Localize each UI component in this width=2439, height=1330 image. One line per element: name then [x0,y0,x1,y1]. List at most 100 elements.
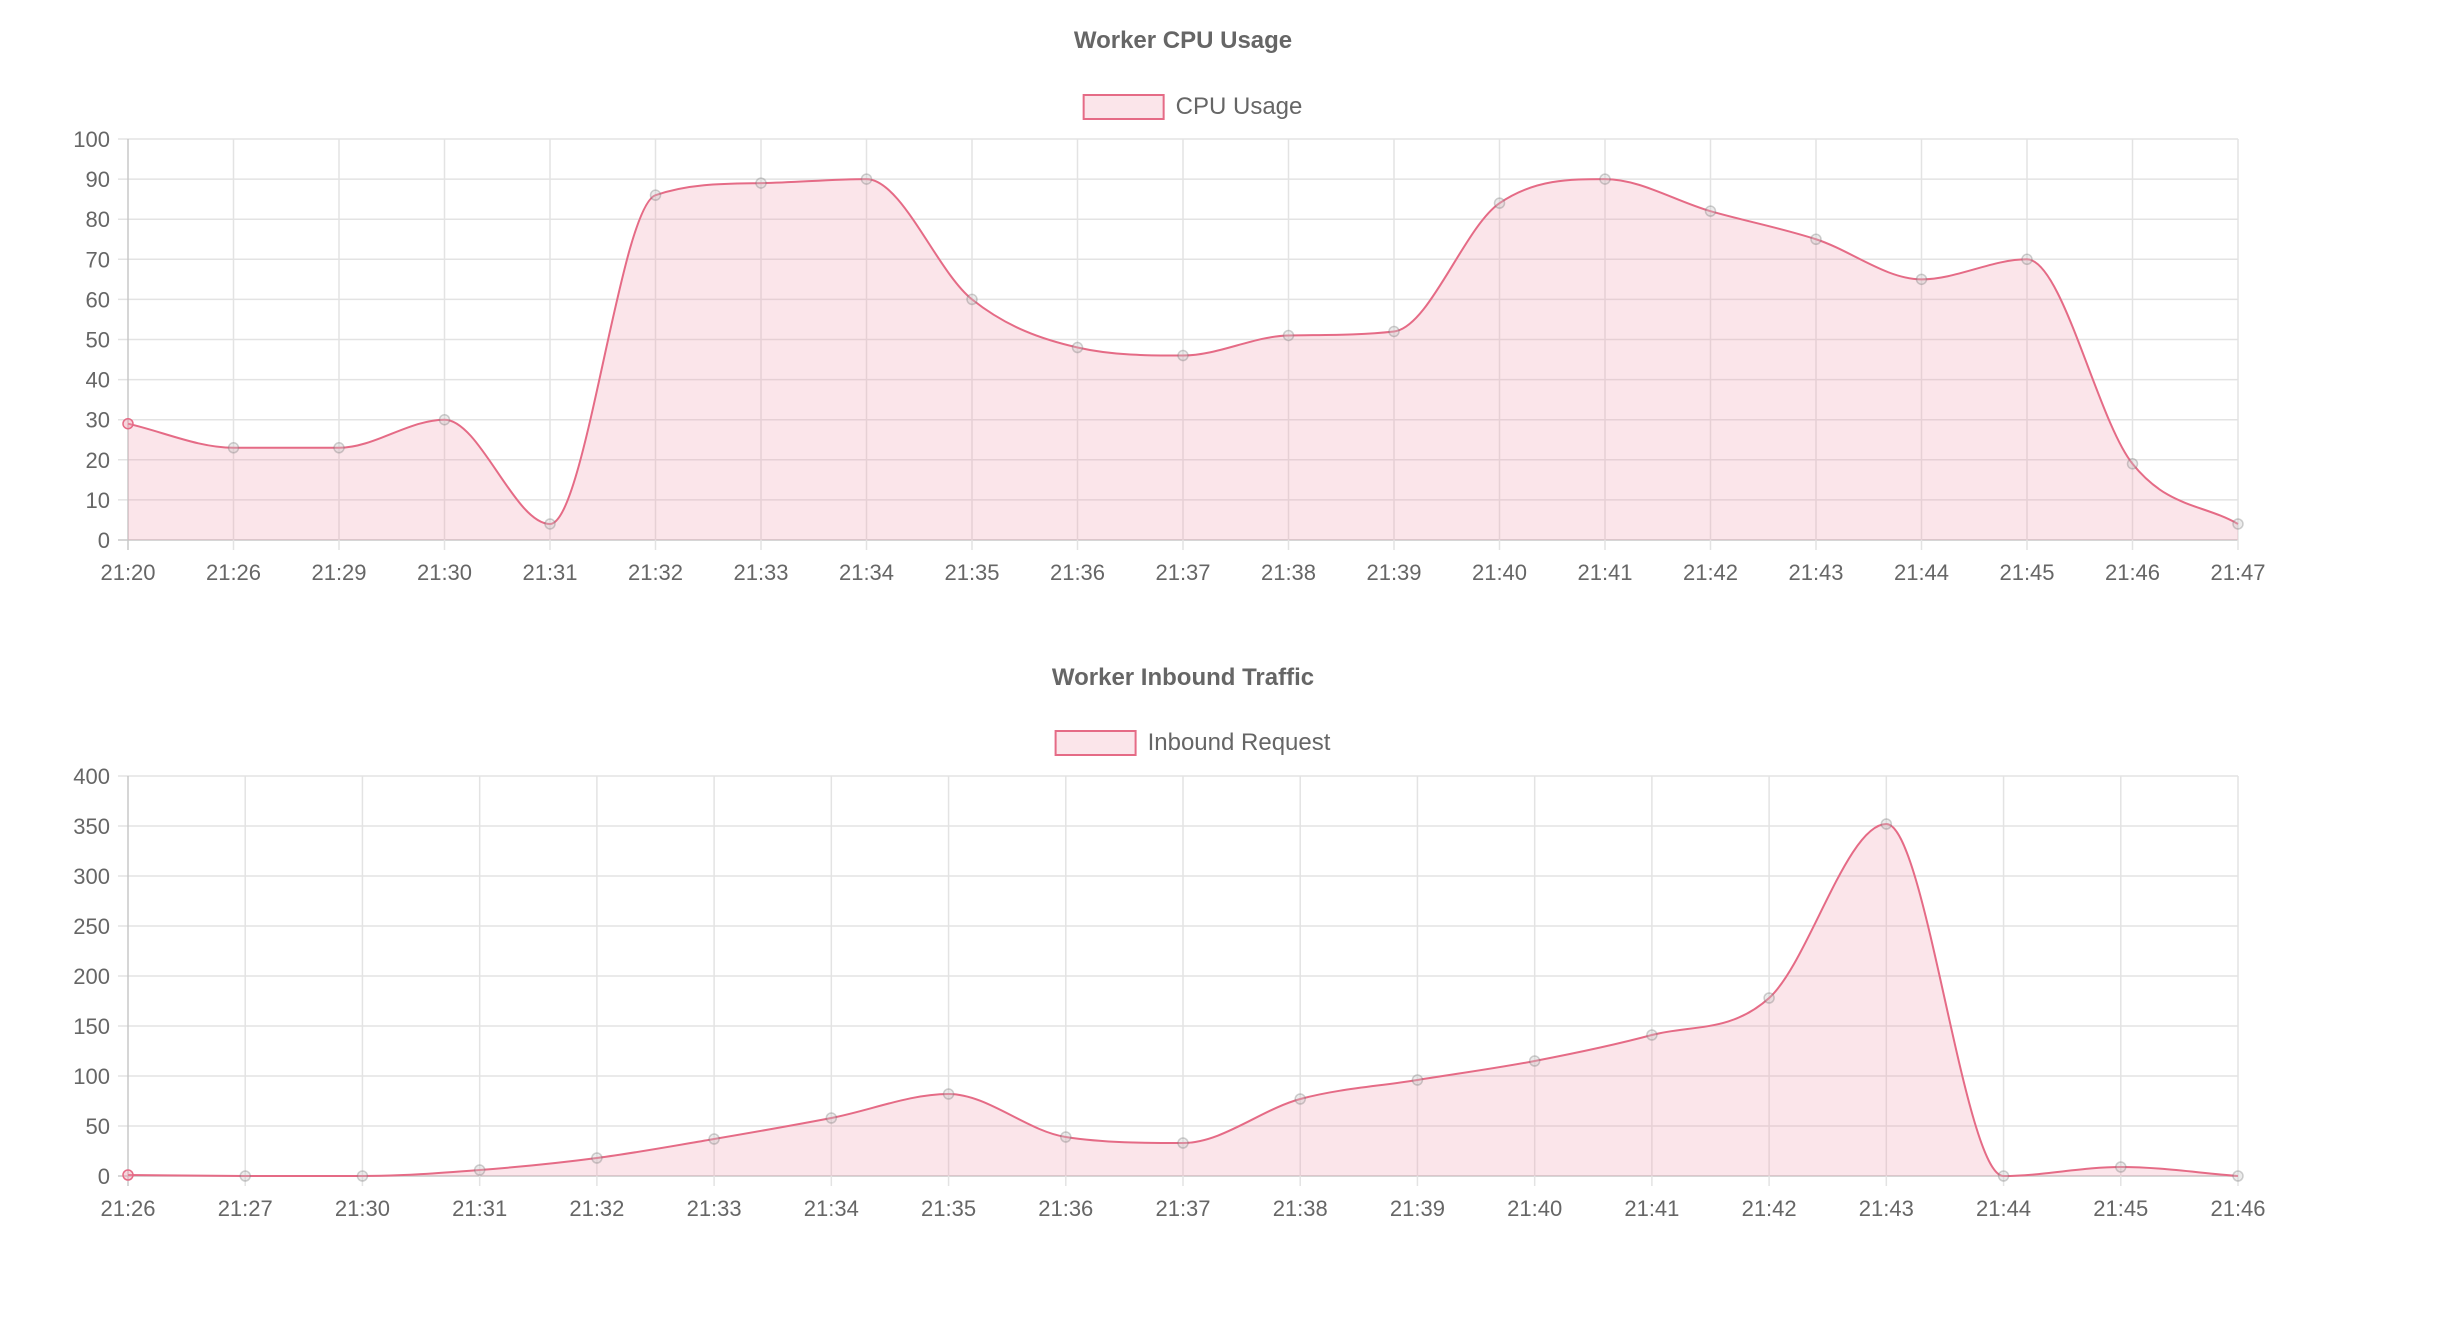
y-tick-label: 50 [86,1114,110,1139]
data-point[interactable] [1763,992,1775,1004]
data-point[interactable] [2126,458,2139,470]
data-point[interactable] [966,293,978,306]
x-tick-label: 21:35 [944,560,999,585]
x-tick-label: 21:36 [1050,560,1105,585]
legend-item[interactable]: CPU Usage [1082,93,1303,120]
x-tick-label: 21:43 [1859,1196,1914,1221]
x-tick-label: 21:38 [1261,560,1316,585]
x-tick-label: 21:26 [206,560,261,585]
data-point[interactable] [333,442,345,454]
data-point[interactable] [649,189,662,201]
data-point[interactable] [2115,1161,2127,1173]
data-point[interactable] [1528,1055,1541,1067]
x-tick-label: 21:37 [1155,560,1210,585]
x-tick-label: 21:39 [1390,1196,1445,1221]
x-tick-label: 21:34 [804,1196,859,1221]
y-tick-label: 250 [73,914,110,939]
data-point[interactable] [2021,253,2033,266]
data-point[interactable] [122,1169,134,1181]
x-tick-label: 21:35 [921,1196,976,1221]
data-point[interactable] [473,1164,486,1176]
y-tick-label: 0 [98,1164,110,1189]
data-point[interactable] [1915,273,1928,286]
data-point[interactable] [356,1170,369,1182]
data-point[interactable] [755,177,767,189]
y-tick-label: 80 [86,207,110,232]
data-point[interactable] [1411,1074,1424,1086]
y-tick-label: 150 [73,1014,110,1039]
data-point[interactable] [1294,1093,1306,1105]
data-point[interactable] [1599,173,1611,185]
data-point[interactable] [591,1152,603,1164]
data-point[interactable] [1282,329,1295,342]
x-tick-label: 21:47 [2210,560,2265,585]
series-line [127,178,2239,525]
inbound-traffic-chart-svg: Worker Inbound Traffic Inbound Request 0 50… [73,664,2265,1221]
x-tick-label: 21:42 [1683,560,1738,585]
data-point[interactable] [1060,1131,1072,1143]
y-tick-label: 0 [98,528,110,553]
x-tick-label: 21:45 [1999,560,2054,585]
data-point[interactable] [825,1112,838,1124]
y-tick-label: 70 [86,247,110,272]
legend-label: Inbound Request [1148,729,1331,756]
y-tick-label: 20 [86,448,110,473]
x-tick-label: 21:44 [1976,1196,2031,1221]
y-tick-label: 40 [86,368,110,393]
data-point[interactable] [1388,325,1400,338]
y-tick-label: 60 [86,287,110,312]
data-point[interactable] [544,518,556,530]
x-tick-label: 21:37 [1155,1196,1210,1221]
inbound-traffic-chart: Worker Inbound Traffic Inbound Request 0 50… [0,630,2439,1250]
x-tick-label: 21:41 [1624,1196,1679,1221]
series-area [128,179,2238,540]
x-tick-label: 21:44 [1894,560,1949,585]
data-point[interactable] [942,1088,955,1100]
data-point[interactable] [2232,1170,2244,1182]
data-point[interactable] [708,1133,720,1145]
x-tick-label: 21:32 [569,1196,624,1221]
data-point[interactable] [1810,233,1822,245]
grid [118,138,2239,550]
data-point[interactable] [1493,197,1506,209]
x-tick-label: 21:31 [452,1196,507,1221]
x-tick-label: 21:43 [1788,560,1843,585]
data-point[interactable] [438,413,451,426]
x-tick-label: 21:30 [335,1196,390,1221]
x-tick-label: 21:29 [311,560,366,585]
legend-swatch [1082,94,1165,120]
x-tick-label: 21:26 [100,1196,155,1221]
x-tick-label: 21:46 [2210,1196,2265,1221]
data-point[interactable] [227,442,240,454]
y-tick-label: 10 [86,488,110,513]
x-tick-label: 21:41 [1577,560,1632,585]
data-point[interactable] [122,417,134,430]
data-point[interactable] [1704,205,1717,217]
x-tick-label: 21:33 [687,1196,742,1221]
data-point[interactable] [1646,1029,1658,1041]
legend-item[interactable]: Inbound Request [1054,729,1331,756]
x-tick-label: 21:30 [417,560,472,585]
data-point[interactable] [1177,349,1189,362]
data-point[interactable] [1177,1137,1189,1149]
y-tick-label: 30 [86,408,110,433]
y-tick-label: 50 [86,328,110,353]
chart-title: Worker Inbound Traffic [1052,664,1314,691]
y-tick-label: 200 [73,964,110,989]
x-tick-label: 21:32 [628,560,683,585]
data-point[interactable] [1071,341,1084,354]
x-tick-label: 21:46 [2105,560,2160,585]
legend-swatch [1054,730,1137,756]
x-tick-label: 21:33 [733,560,788,585]
y-tick-label: 100 [73,127,110,152]
y-tick-label: 90 [86,167,110,192]
data-point[interactable] [239,1170,251,1182]
data-point[interactable] [1997,1170,2010,1182]
x-tick-label: 21:39 [1366,560,1421,585]
legend-label: CPU Usage [1176,93,1303,120]
x-tick-label: 21:27 [218,1196,273,1221]
x-tick-label: 21:34 [839,560,894,585]
data-point[interactable] [860,173,873,185]
data-point[interactable] [1880,818,1893,830]
data-point[interactable] [2232,518,2244,530]
